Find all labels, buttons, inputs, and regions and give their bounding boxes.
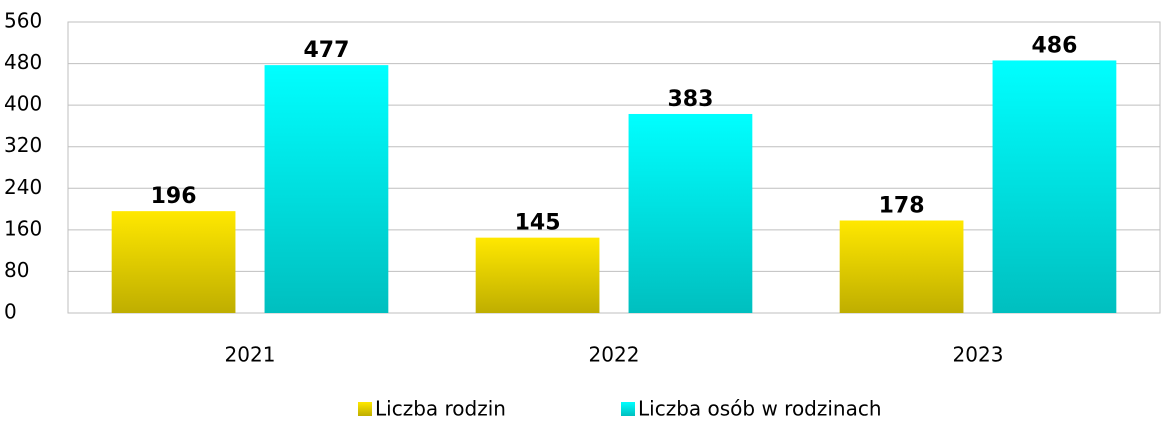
x-tick-label: 2021 [225,343,276,367]
legend-label: Liczba osób w rodzinach [638,397,882,421]
bar [111,211,236,313]
bar [475,237,600,313]
data-label: 145 [515,211,561,236]
y-tick-label: 240 [4,175,42,199]
bar [264,65,389,313]
data-label: 196 [151,184,197,209]
y-tick-label: 320 [4,133,42,157]
y-tick-label: 400 [4,92,42,116]
x-tick-label: 2022 [589,343,640,367]
data-label: 383 [667,87,713,112]
bar [992,60,1117,314]
y-tick-label: 480 [4,50,42,74]
legend-swatch [358,402,372,416]
data-label: 178 [879,194,925,219]
legend-label: Liczba rodzin [375,397,506,421]
legend-swatch [621,402,635,416]
y-tick-label: 80 [4,258,29,282]
data-label: 477 [303,38,349,63]
y-tick-label: 160 [4,216,42,240]
x-tick-label: 2023 [953,343,1004,367]
bar [628,113,753,314]
bar [839,220,964,313]
y-tick-label: 0 [4,300,17,324]
data-label: 486 [1031,33,1077,58]
y-tick-label: 560 [4,9,42,33]
